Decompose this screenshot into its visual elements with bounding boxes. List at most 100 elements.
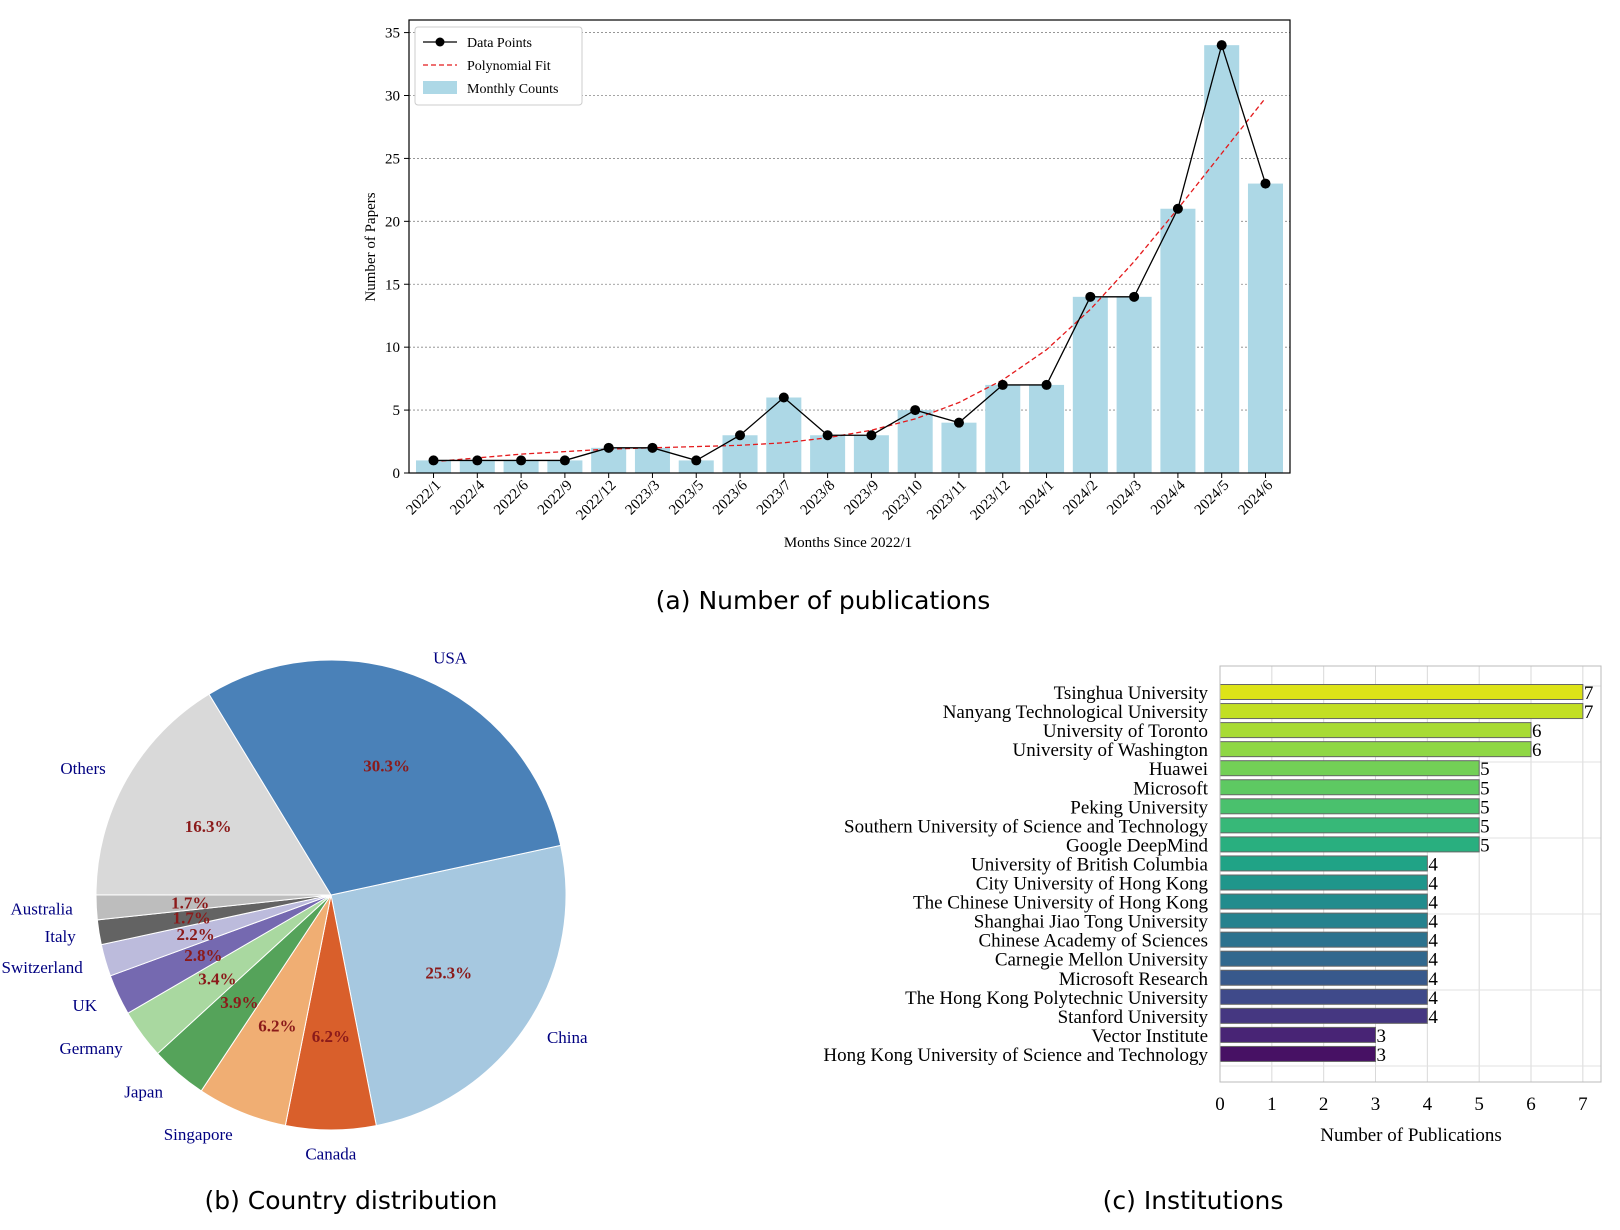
a-polynomial-fit-line	[433, 97, 1266, 463]
c-bar	[1219, 779, 1480, 796]
a-legend-bar-swatch	[423, 81, 457, 94]
c-bar	[1219, 1007, 1428, 1024]
c-bar	[1219, 836, 1480, 853]
a-x-axis-label: Months Since 2022/1	[784, 535, 912, 551]
c-bar	[1219, 703, 1584, 720]
a-legend-point-icon	[435, 37, 445, 47]
a-x-tick-label: 2022/6	[491, 477, 532, 518]
c-value-label: 5	[1480, 816, 1490, 837]
b-slice-label: Singapore	[164, 1125, 233, 1144]
a-data-point	[1260, 178, 1271, 189]
b-slice-percentage: 3.4%	[198, 970, 236, 989]
a-bar	[547, 460, 583, 473]
a-data-point	[910, 405, 921, 416]
c-x-tick-label: 1	[1267, 1094, 1277, 1115]
a-x-tick-label: 2023/3	[623, 478, 664, 519]
a-bar	[416, 460, 452, 473]
c-category-label: Huawei	[1149, 759, 1208, 780]
a-legend-data-points: Data Points	[467, 36, 532, 51]
c-category-label: The Hong Kong Polytechnic University	[905, 988, 1208, 1009]
b-slice-percentage: 3.9%	[220, 993, 258, 1012]
c-category-label: Stanford University	[1058, 1007, 1209, 1028]
a-bars	[416, 45, 1283, 474]
a-bar	[1072, 296, 1108, 473]
a-x-tick-label: 2023/11	[924, 478, 970, 524]
c-category-label: City University of Hong Kong	[976, 874, 1209, 895]
b-slice-label: Germany	[59, 1039, 123, 1058]
c-category-label: Microsoft	[1133, 778, 1209, 799]
a-bar	[1204, 45, 1240, 474]
b-slice	[95, 693, 332, 896]
a-data-point	[647, 442, 658, 453]
a-data-point	[559, 455, 570, 466]
c-x-ticks: 0 1 2 3 4 5 6 7	[1215, 1094, 1587, 1115]
a-bar	[678, 460, 714, 473]
c-bar	[1219, 722, 1532, 739]
b-slice-percentage: 6.2%	[312, 1027, 350, 1046]
a-data-point	[778, 392, 789, 403]
a-y-tick-label: 30	[385, 89, 400, 105]
a-y-tick-label: 10	[385, 340, 400, 356]
panel-b-country-pie: China Canada Singapore Japan Germany UK Switze…	[2, 649, 589, 1164]
b-slice-label: USA	[433, 649, 468, 668]
c-category-label: University of Washington	[1013, 740, 1209, 761]
a-gridlines	[409, 32, 1290, 411]
a-x-tick-label: 2024/1	[1017, 478, 1058, 519]
a-x-tick-label: 2023/7	[754, 477, 795, 518]
a-data-points	[428, 40, 1271, 466]
a-y-tick-label: 20	[385, 214, 400, 230]
caption-a: (a) Number of publications	[656, 586, 991, 615]
c-value-label: 5	[1480, 835, 1490, 856]
caption-c: (c) Institutions	[1103, 1186, 1284, 1215]
c-category-label: Google DeepMind	[1066, 835, 1208, 856]
b-slice-label: Italy	[45, 927, 77, 946]
c-x-tick-label: 6	[1526, 1094, 1536, 1115]
a-plot-frame	[408, 19, 1291, 474]
a-y-ticks: 0 5 10 15 20 25 30 35	[385, 26, 409, 482]
b-slice-label: Australia	[11, 900, 74, 919]
a-x-tick-label: 2023/10	[880, 478, 926, 524]
a-legend: Data Points Polynomial Fit Monthly Count…	[414, 26, 583, 106]
a-bar	[503, 460, 539, 473]
a-x-tick-label: 2023/8	[798, 478, 839, 519]
c-category-label: Carnegie Mellon University	[995, 950, 1209, 971]
c-bar	[1219, 1045, 1377, 1062]
c-category-label: Hong Kong University of Science and Tech…	[823, 1045, 1208, 1066]
c-value-label: 4	[1428, 931, 1438, 952]
c-category-label: Microsoft Research	[1059, 969, 1209, 990]
b-slice-labels: China Canada Singapore Japan Germany UK Switze…	[2, 649, 589, 1164]
b-slice	[330, 844, 567, 1127]
a-x-tick-label: 2023/6	[710, 477, 751, 518]
a-data-point	[428, 455, 439, 466]
a-data-point	[472, 455, 483, 466]
c-category-label: Peking University	[1070, 797, 1208, 818]
c-bar	[1219, 817, 1480, 834]
a-x-tick-label: 2022/9	[535, 478, 576, 519]
c-x-axis-label: Number of Publications	[1320, 1125, 1502, 1146]
c-value-label: 3	[1377, 1045, 1387, 1066]
c-bar	[1219, 893, 1428, 910]
a-data-point	[1216, 40, 1227, 51]
a-data-points-line	[433, 42, 1267, 462]
c-category-label: Shanghai Jiao Tong University	[974, 912, 1209, 933]
a-x-tick-label: 2024/6	[1236, 477, 1277, 518]
a-x-tick-label: 2024/4	[1148, 477, 1189, 518]
a-bar	[853, 435, 889, 473]
a-data-point	[1041, 379, 1052, 390]
a-bar	[722, 435, 758, 473]
c-x-tick-label: 7	[1578, 1094, 1588, 1115]
c-bar	[1219, 988, 1428, 1005]
a-data-point	[691, 455, 702, 466]
a-x-tick-label: 2024/2	[1060, 478, 1101, 519]
c-category-label: Nanyang Technological University	[943, 702, 1209, 723]
b-slice-label: Canada	[305, 1144, 356, 1163]
c-bar	[1219, 912, 1428, 929]
b-slice-percentage: 30.3%	[363, 756, 410, 775]
c-value-label: 6	[1532, 721, 1542, 742]
b-slice-percentage: 25.3%	[425, 963, 472, 982]
b-slice-percentage: 6.2%	[258, 1016, 296, 1035]
c-value-label: 4	[1428, 1007, 1438, 1028]
c-bar	[1219, 931, 1428, 948]
c-value-label: 4	[1428, 893, 1438, 914]
